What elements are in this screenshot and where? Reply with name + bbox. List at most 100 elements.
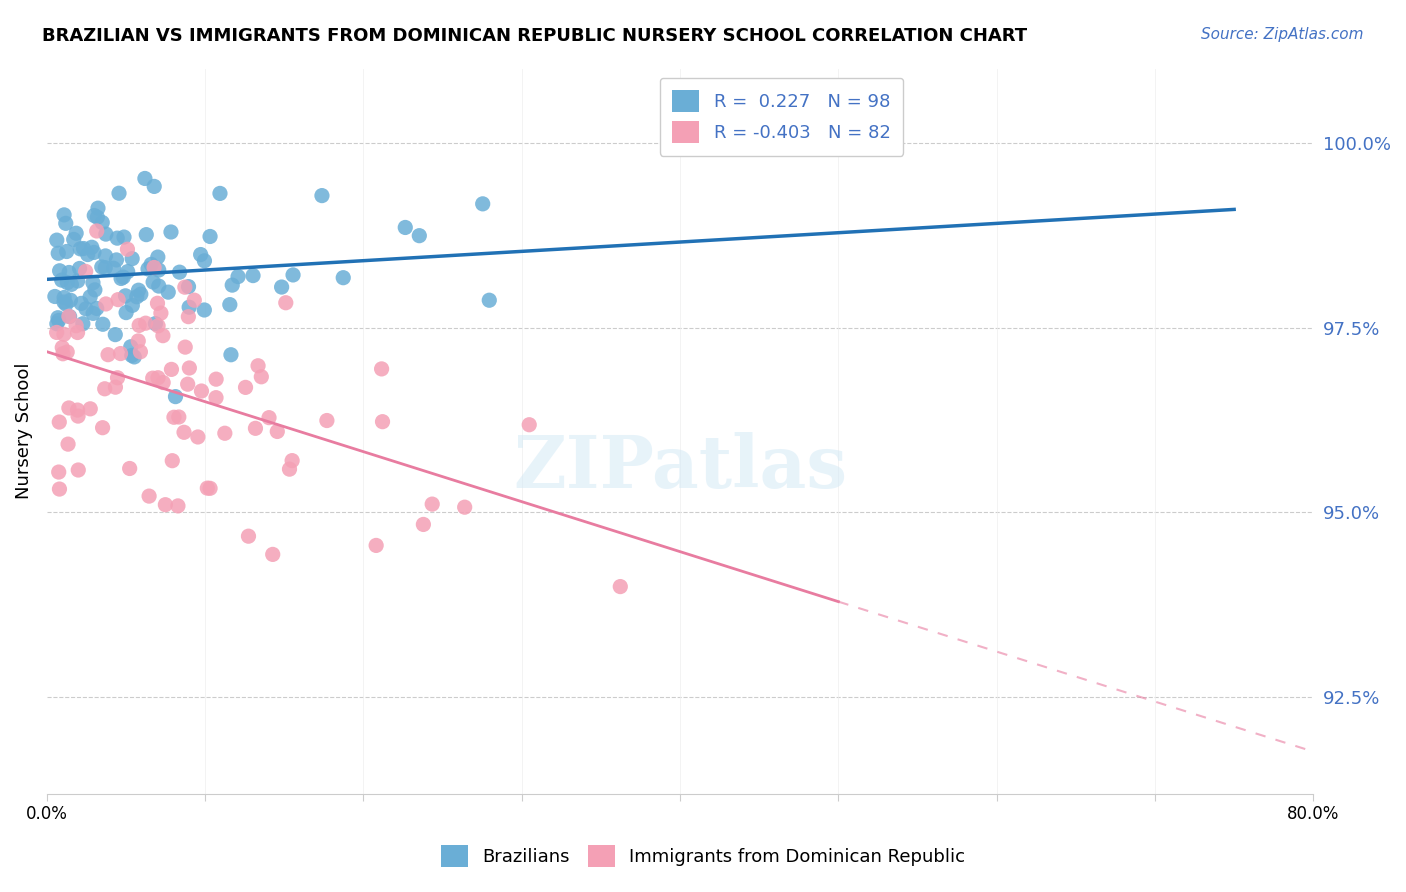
- Brazilians: [53, 295, 76, 310]
- Brazilians: [141, 257, 163, 271]
- Immigrants from Dominican Republic: [107, 293, 129, 307]
- Brazilians: [58, 265, 80, 279]
- Immigrants from Dominican Republic: [104, 380, 127, 394]
- Immigrants from Dominican Republic: [51, 341, 73, 355]
- Brazilians: [117, 264, 139, 278]
- Immigrants from Dominican Republic: [48, 482, 70, 496]
- Brazilians: [146, 250, 169, 264]
- Immigrants from Dominican Republic: [152, 376, 174, 390]
- Brazilians: [394, 220, 416, 235]
- Brazilians: [129, 287, 152, 301]
- Text: Source: ZipAtlas.com: Source: ZipAtlas.com: [1201, 27, 1364, 42]
- Immigrants from Dominican Republic: [118, 461, 141, 475]
- Immigrants from Dominican Republic: [173, 280, 195, 294]
- Brazilians: [83, 283, 105, 297]
- Immigrants from Dominican Republic: [135, 316, 157, 330]
- Immigrants from Dominican Republic: [66, 326, 89, 340]
- Immigrants from Dominican Republic: [45, 326, 67, 340]
- Brazilians: [110, 271, 132, 285]
- Immigrants from Dominican Republic: [205, 372, 228, 386]
- Immigrants from Dominican Republic: [609, 580, 631, 594]
- Brazilians: [76, 247, 98, 261]
- Brazilians: [46, 246, 69, 260]
- Brazilians: [270, 280, 292, 294]
- Brazilians: [53, 208, 76, 222]
- Immigrants from Dominican Republic: [143, 260, 166, 275]
- Brazilians: [87, 201, 110, 215]
- Immigrants from Dominican Republic: [58, 310, 80, 324]
- Brazilians: [45, 317, 67, 331]
- Immigrants from Dominican Republic: [97, 348, 120, 362]
- Immigrants from Dominican Republic: [214, 426, 236, 441]
- Brazilians: [193, 253, 215, 268]
- Brazilians: [94, 260, 117, 275]
- Brazilians: [136, 261, 159, 276]
- Immigrants from Dominican Republic: [205, 391, 228, 405]
- Brazilians: [190, 247, 212, 261]
- Brazilians: [157, 285, 180, 300]
- Brazilians: [86, 211, 108, 225]
- Brazilians: [90, 260, 112, 274]
- Brazilians: [143, 179, 166, 194]
- Immigrants from Dominican Republic: [174, 340, 197, 354]
- Immigrants from Dominican Republic: [247, 359, 270, 373]
- Immigrants from Dominican Republic: [190, 384, 212, 398]
- Immigrants from Dominican Republic: [195, 481, 218, 495]
- Immigrants from Dominican Republic: [198, 481, 221, 495]
- Text: ZIPatlas: ZIPatlas: [513, 432, 848, 503]
- Immigrants from Dominican Republic: [370, 362, 392, 376]
- Brazilians: [51, 273, 73, 287]
- Brazilians: [177, 279, 200, 293]
- Brazilians: [108, 186, 131, 201]
- Immigrants from Dominican Republic: [52, 347, 75, 361]
- Brazilians: [148, 279, 170, 293]
- Immigrants from Dominican Republic: [173, 425, 195, 440]
- Brazilians: [105, 231, 128, 245]
- Brazilians: [91, 215, 114, 229]
- Brazilians: [242, 268, 264, 283]
- Brazilians: [45, 233, 67, 247]
- Immigrants from Dominican Republic: [517, 417, 540, 432]
- Brazilians: [56, 276, 79, 290]
- Brazilians: [218, 298, 240, 312]
- Immigrants from Dominican Republic: [162, 453, 184, 467]
- Brazilians: [55, 297, 77, 311]
- Brazilians: [332, 270, 354, 285]
- Brazilians: [169, 265, 191, 279]
- Brazilians: [104, 327, 127, 342]
- Immigrants from Dominican Republic: [58, 401, 80, 415]
- Immigrants from Dominican Republic: [177, 310, 200, 324]
- Immigrants from Dominican Republic: [56, 345, 79, 359]
- Brazilians: [53, 291, 76, 305]
- Immigrants from Dominican Republic: [67, 409, 90, 423]
- Immigrants from Dominican Republic: [86, 224, 108, 238]
- Brazilians: [112, 230, 135, 244]
- Brazilians: [65, 226, 87, 240]
- Brazilians: [94, 227, 117, 241]
- Brazilians: [82, 276, 104, 290]
- Immigrants from Dominican Republic: [167, 499, 190, 513]
- Immigrants from Dominican Republic: [138, 489, 160, 503]
- Immigrants from Dominican Republic: [110, 346, 132, 360]
- Brazilians: [69, 261, 91, 276]
- Brazilians: [115, 305, 138, 319]
- Brazilians: [59, 310, 82, 324]
- Brazilians: [179, 300, 201, 314]
- Brazilians: [281, 268, 304, 282]
- Immigrants from Dominican Republic: [257, 410, 280, 425]
- Immigrants from Dominican Republic: [129, 344, 152, 359]
- Brazilians: [48, 264, 70, 278]
- Immigrants from Dominican Republic: [127, 334, 149, 348]
- Immigrants from Dominican Republic: [79, 401, 101, 416]
- Immigrants from Dominican Republic: [94, 297, 117, 311]
- Immigrants from Dominican Republic: [183, 293, 205, 308]
- Brazilians: [311, 188, 333, 202]
- Brazilians: [83, 209, 105, 223]
- Brazilians: [134, 171, 156, 186]
- Immigrants from Dominican Republic: [176, 377, 198, 392]
- Brazilians: [193, 303, 215, 318]
- Brazilians: [72, 242, 94, 256]
- Brazilians: [135, 227, 157, 242]
- Brazilians: [70, 296, 93, 310]
- Brazilians: [86, 301, 108, 316]
